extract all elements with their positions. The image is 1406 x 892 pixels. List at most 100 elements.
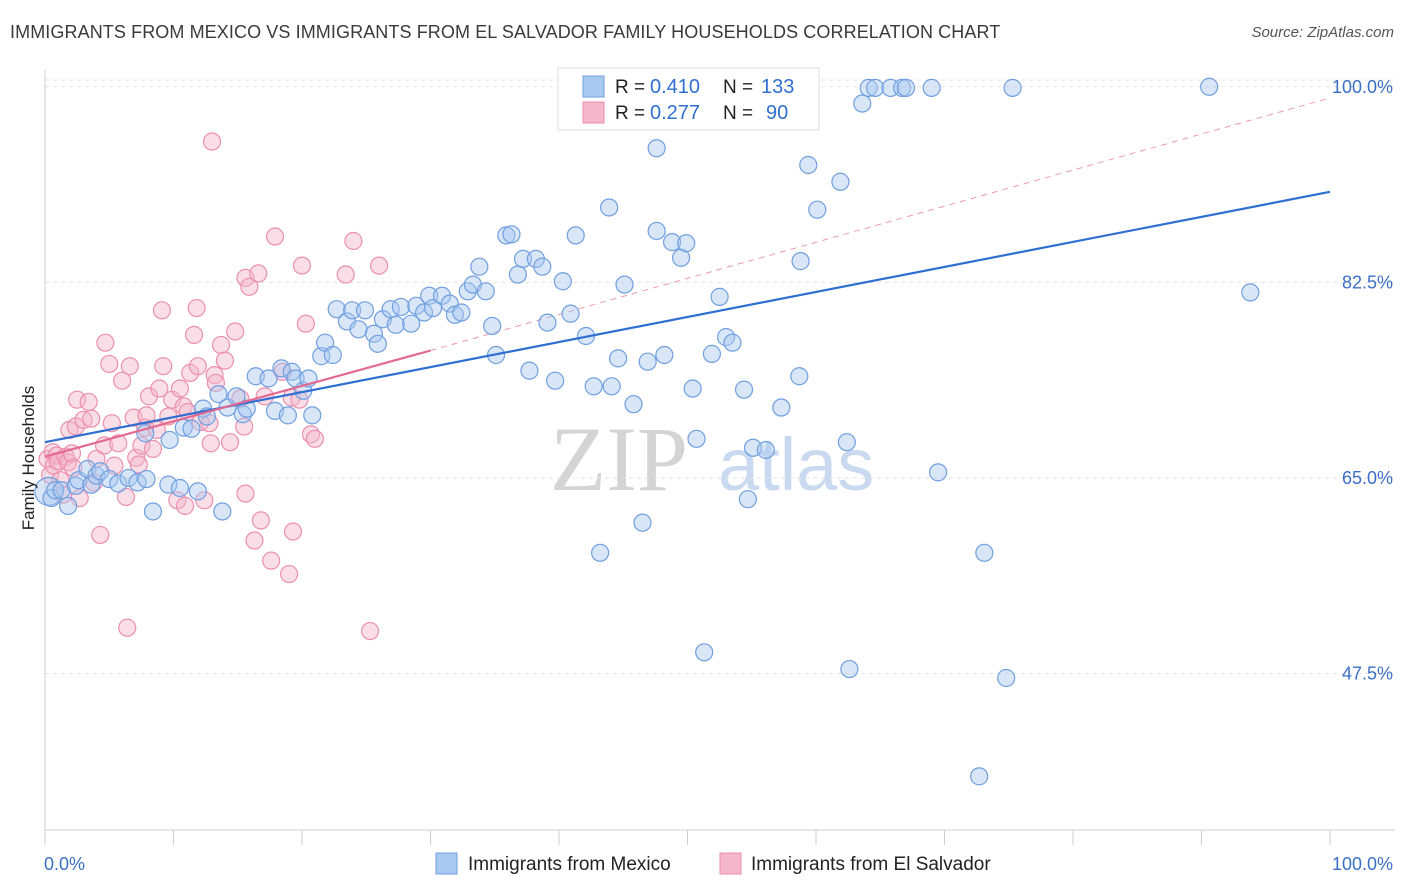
mexico-point [683,379,702,398]
salvador-point [265,227,285,246]
salvador-point [290,390,309,409]
mexico-point [723,333,742,352]
watermark-zip: ZIP [550,408,688,510]
mexico-point [533,257,552,276]
mexico-point [790,367,809,386]
salvador-point [344,231,363,251]
salvador-point [211,335,231,355]
salvador-point [91,525,110,545]
salvador-point [361,621,380,641]
y-tick-labels: 47.5% 65.0% 82.5% 100.0% [1332,77,1393,684]
salvador-point [112,371,132,390]
mexico-point [508,265,527,284]
salvador-point [184,325,204,344]
salvador-point [251,511,270,530]
mexico-point [423,298,443,318]
salvador-point [129,455,148,474]
salvador-point [175,496,195,515]
mexico-point [602,377,621,396]
chart-title: IMMIGRANTS FROM MEXICO VS IMMIGRANTS FRO… [10,22,1001,42]
salvador-point [74,410,93,429]
mexico-point [866,78,885,97]
mexico-point [109,474,128,493]
mexico-point [837,433,856,452]
mexico-point [513,249,533,268]
mexico-point [859,78,878,97]
salvador-point [296,314,315,333]
legend-r-label-salvador: R = [615,103,645,124]
mexico-point [970,767,989,786]
salvador-point [280,564,299,584]
bottom-legend-swatch-mexico [435,852,458,875]
salvador-point [170,379,190,398]
salvador-point [215,351,234,370]
y-axis-label: Family Households [19,386,38,531]
reference-line [430,97,1331,352]
mexico-point [756,440,775,460]
legend-r-value-mexico: 0.410 [650,76,700,98]
mexico-point [100,469,119,489]
legend-r-value-salvador: 0.277 [650,102,700,124]
mexico-point [391,297,411,317]
salvador-point [236,484,255,503]
salvador-point [68,390,87,409]
salvador-point [100,354,119,374]
y-tick-label: 100.0% [1332,77,1393,97]
salvador-point [336,265,355,284]
salvador-point [220,433,240,452]
mexico-point [892,78,912,97]
mexico-trend-line [44,190,1331,444]
mexico-point [303,406,322,425]
mexico-point [52,481,71,500]
mexico-point [137,469,156,489]
salvador-point [181,363,200,382]
salvador-point [137,406,156,425]
mexico-point [119,468,138,488]
mexico-point [853,94,872,113]
salvador-point [120,357,139,376]
salvador-point [188,357,208,376]
mexico-point [922,78,941,97]
mexico-point [702,344,722,363]
mexico-point [278,406,297,425]
mexico-point [538,313,557,332]
mexico-point [402,314,421,333]
salvador-point [249,264,268,283]
mexico-point [584,377,603,396]
legend-n-value-mexico: 133 [761,76,794,98]
mexico-point [213,502,232,521]
mexico-point [662,233,682,252]
mexico-point [647,139,666,158]
mexico-point [1200,77,1219,96]
mexico-point [1003,78,1022,97]
mexico-point [591,543,610,562]
salvador-point [262,551,281,570]
mexico-point [553,272,572,291]
mexico-point [349,320,368,339]
salvador-point [109,434,128,453]
mexico-point [368,334,387,353]
mexico-point [624,395,643,414]
mexico-point [160,430,179,450]
legend-n-label-mexico: N = [723,77,753,98]
salvador-point [66,417,85,436]
mexico-point [808,200,827,219]
salvador-point [154,357,173,376]
mexico-point [647,221,666,241]
mexico-point [840,659,859,679]
salvador-point [143,439,163,458]
mexico-point [738,490,757,509]
mexico-point [432,286,452,305]
mexico-point [609,349,628,368]
mexico-point [687,429,706,448]
mexico-points [34,77,1260,786]
mexico-point [600,198,619,217]
y-tick-label: 47.5% [1342,664,1393,684]
salvador-point [245,531,264,550]
mexico-point [259,369,278,388]
mexico-point [470,257,489,276]
reference-diagonal [430,97,1331,352]
mexico-point [695,643,714,662]
mexico-point [799,155,818,175]
mexico-point [734,380,754,399]
